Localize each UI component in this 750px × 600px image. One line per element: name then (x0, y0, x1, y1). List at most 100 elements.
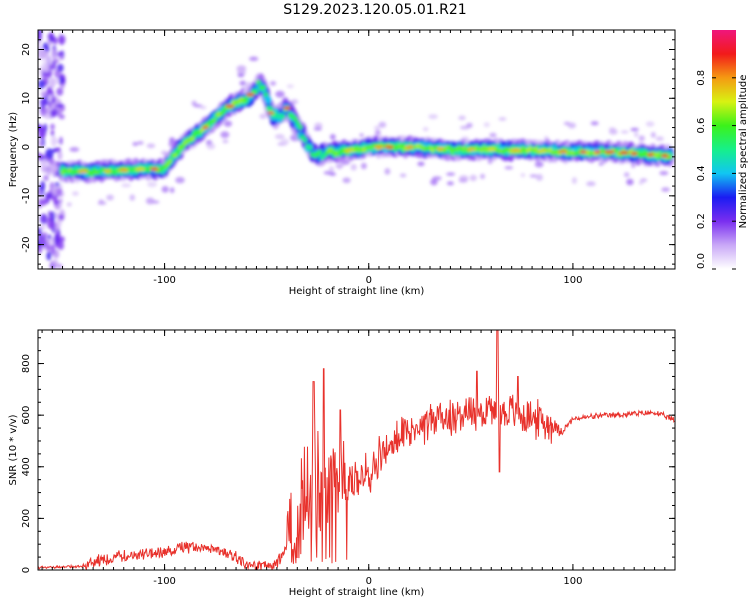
spectrogram-noise-cell (50, 130, 55, 137)
spectrogram-ridge-cell (180, 144, 185, 150)
spectrogram-halo-cell (286, 84, 294, 89)
spectrogram-noise-cell (43, 175, 49, 180)
spectrogram-halo-cell (328, 166, 335, 173)
spectrogram-noise-cell (38, 243, 43, 254)
spectrogram-ridge-cell (243, 96, 249, 103)
spectrogram-noise-cell (40, 90, 48, 98)
spectrogram-halo-cell (313, 127, 323, 131)
spectrogram-halo-cell (146, 143, 156, 149)
colorbar-tick-label: 0.6 (696, 118, 707, 134)
spectrogram-noise-cell (40, 198, 47, 206)
spectrogram-halo-cell (121, 183, 132, 188)
spectrogram-noise-cell (38, 197, 42, 209)
spectrogram-noise-cell (52, 259, 59, 266)
spectrogram-halo-cell (145, 197, 155, 205)
spectrogram-halo-cell (645, 121, 655, 127)
spectrogram-halo-cell (638, 135, 645, 142)
spectrogram-halo-cell (222, 139, 229, 144)
snr-ticks: -100 0 100 0 200 400 600 800 (21, 330, 676, 587)
spectrogram-halo-cell (374, 129, 381, 136)
spectrogram-ridge-cell (295, 120, 301, 126)
spectrogram-peak-cell (630, 151, 638, 156)
spectrogram-halo-cell (175, 176, 185, 184)
spectrogram-noise-cell (48, 102, 53, 109)
spectrogram-ridge-cell (302, 137, 308, 143)
spectrogram-noise-cell (53, 199, 60, 206)
spectrogram-halo-cell (489, 132, 497, 138)
spectrogram-noise-cell (50, 123, 55, 130)
spectrogram-noise-cell (45, 148, 54, 160)
snr-series-line (38, 330, 675, 570)
spectrogram-halo-cell (378, 121, 387, 128)
spectrogram-halo-cell (567, 122, 577, 129)
spectrogram-noise-cell (59, 136, 63, 145)
spectrogram-halo-cell (129, 194, 135, 201)
spectrogram-noise-cell (51, 48, 58, 61)
spectrogram-noise-cell (51, 96, 56, 104)
spectrogram-noise-cell (50, 243, 56, 256)
spectrogram-halo-cell (97, 201, 107, 205)
spectrogram-halo-cell (350, 163, 357, 171)
spectrogram-y-tick-label: -20 (21, 236, 32, 252)
spectrogram-peak-cell (618, 151, 629, 155)
spectrogram-noise-cell (40, 180, 46, 191)
spectrogram-peak-cell (267, 111, 275, 115)
spectrogram-halo-cell (342, 177, 351, 184)
spectrogram-halo-cell (659, 170, 669, 176)
spectrogram-halo-cell (483, 122, 490, 128)
spectrogram-y-axis-label: Frequency (Hz) (8, 112, 19, 188)
spectrogram-peak-cell (119, 168, 129, 172)
spectrogram-halo-cell (223, 120, 233, 127)
colorbar-tick-label: 0.4 (696, 165, 707, 181)
spectrogram-halo-cell (106, 194, 114, 201)
spectrogram-halo-cell (571, 177, 577, 184)
spectrogram-noise-cell (40, 224, 46, 231)
spectrogram-noise-cell (40, 213, 48, 225)
spectrogram-y-tick-label: 10 (21, 92, 32, 105)
snr-frame (37, 329, 676, 571)
snr-y-tick-label: 600 (21, 406, 32, 425)
spectrogram-halo-cell (360, 162, 367, 170)
spectrogram-halo-cell (655, 136, 664, 141)
spectrogram-peak-cell (405, 145, 414, 149)
spectrogram-peak-cell (510, 148, 521, 152)
spectrogram-noise-cell (59, 114, 65, 120)
spectrogram-ridge-cell (212, 117, 217, 124)
spectrogram-halo-cell (469, 174, 477, 182)
spectrogram-noise-cell (44, 113, 52, 120)
spectrogram-noise-cell (47, 94, 53, 103)
spectrogram-halo-cell (446, 172, 456, 176)
colorbar-tick-label: 0.8 (696, 70, 707, 86)
colorbar-tick-label: 0.2 (696, 213, 707, 229)
spectrogram-x-tick-label: -100 (153, 275, 176, 286)
spectrogram-halo-cell (638, 181, 644, 185)
spectrogram-halo-cell (237, 73, 245, 78)
spectrogram-halo-cell (193, 104, 203, 108)
spectrogram-peak-cell (384, 145, 394, 149)
spectrogram-plot-area (38, 30, 675, 269)
colorbar: 0.0 0.2 0.4 0.6 0.8 Normalized spectral ampl… (696, 30, 749, 270)
spectrogram-halo-cell (275, 90, 285, 98)
spectrogram-halo-cell (239, 80, 247, 86)
spectrogram-halo-cell (432, 176, 442, 181)
colorbar-ticks: 0.0 0.2 0.4 0.6 0.8 (696, 70, 736, 270)
spectrogram-noise-cell (44, 55, 52, 64)
spectrogram-peak-cell (593, 150, 601, 154)
spectrogram-noise-cell (55, 212, 59, 219)
spectrogram-ridge-cell (190, 136, 195, 142)
spectrogram-halo-cell (466, 122, 473, 128)
spectrogram-halo-cell (71, 191, 79, 196)
spectrogram-halo-cell (529, 174, 538, 178)
spectrogram-ridge-cell (256, 79, 261, 85)
spectrogram-halo-cell (66, 202, 72, 207)
snr-x-tick-label: 0 (366, 576, 372, 587)
spectrogram-noise-cell (49, 77, 56, 89)
spectrogram-halo-cell (329, 133, 336, 140)
spectrogram-noise-cell (52, 59, 56, 71)
spectrogram-halo-cell (504, 166, 514, 170)
spectrogram-halo-cell (314, 122, 323, 129)
spectrogram-ridge-cell (167, 158, 173, 164)
spectrogram-peak-cell (77, 169, 89, 174)
spectrogram-peak-cell (436, 147, 445, 151)
